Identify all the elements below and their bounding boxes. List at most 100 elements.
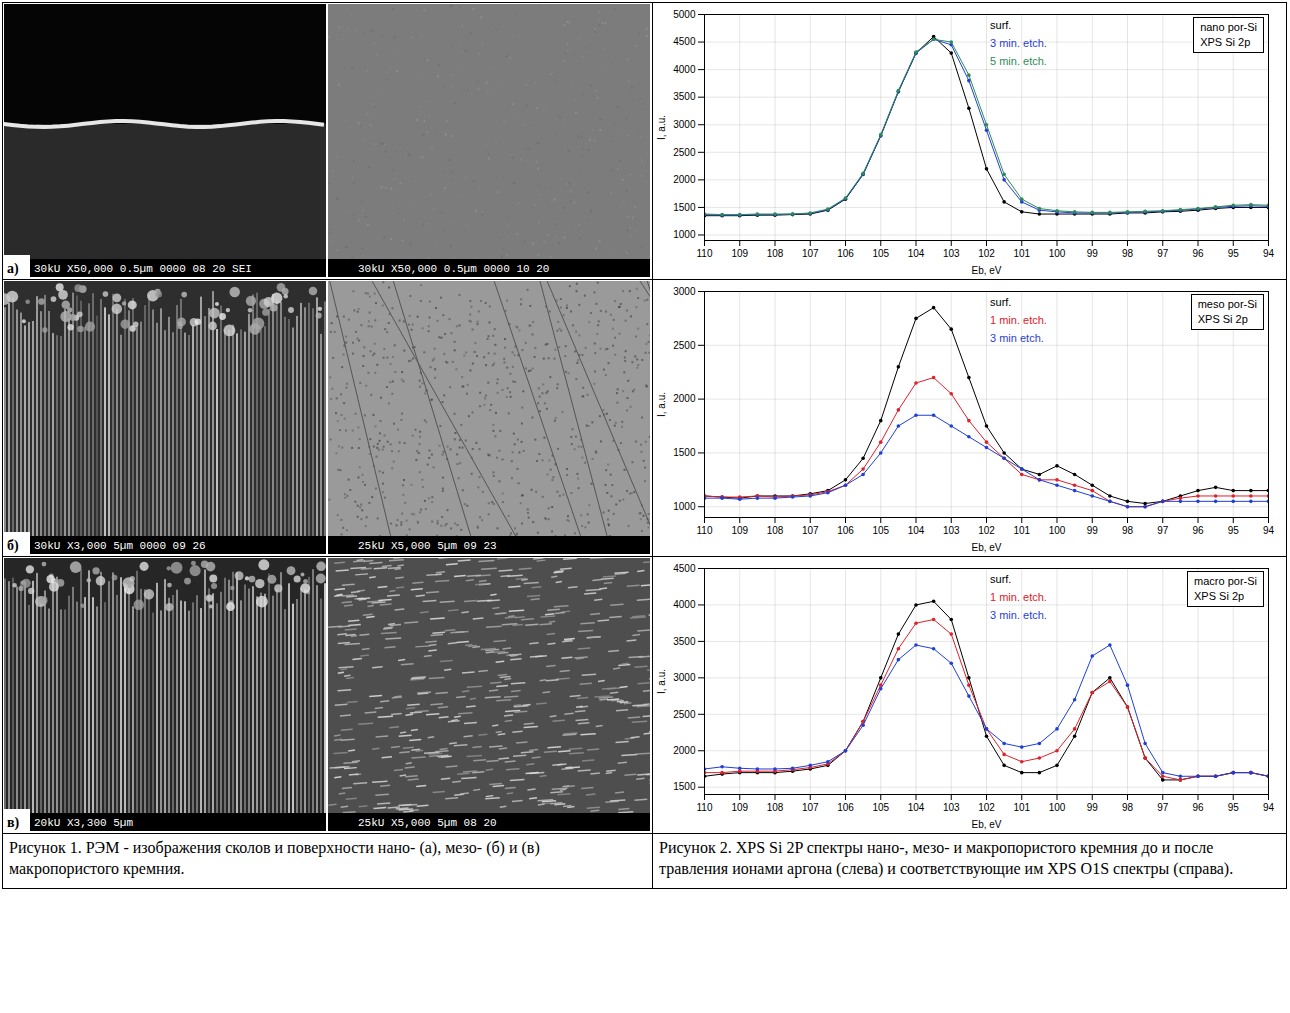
svg-text:108: 108 [767,802,784,813]
svg-text:3500: 3500 [673,91,696,102]
svg-text:94: 94 [1263,802,1275,813]
svg-text:107: 107 [802,525,819,536]
svg-text:3 min. etch.: 3 min. etch. [990,609,1047,621]
svg-text:1 min. etch.: 1 min. etch. [990,314,1047,326]
html-text:XPS Si 2p: XPS Si 2p [1197,312,1248,325]
svg-text:94: 94 [1263,248,1275,259]
svg-text:104: 104 [908,248,925,259]
html-text:XPS Si 2p: XPS Si 2p [1200,35,1251,48]
svg-text:а): а) [7,261,19,277]
svg-text:100: 100 [1049,248,1066,259]
html-text:Рисунок 1. РЭМ - изображения с: Рисунок 1. РЭМ - изображения сколов и по… [9,839,540,877]
svg-text:3000: 3000 [673,286,696,297]
svg-text:1000: 1000 [673,229,696,240]
svg-text:106: 106 [837,525,854,536]
svg-text:3000: 3000 [673,119,696,130]
svg-text:в): в) [7,815,20,831]
svg-text:surf.: surf. [990,573,1011,585]
svg-text:101: 101 [1013,248,1030,259]
svg-text:102: 102 [978,525,995,536]
svg-text:surf.: surf. [990,19,1011,31]
svg-text:Eb, eV: Eb, eV [971,265,1001,276]
svg-text:1000: 1000 [673,501,696,512]
svg-text:102: 102 [978,802,995,813]
svg-text:3000: 3000 [673,672,696,683]
svg-text:109: 109 [731,248,748,259]
svg-text:99: 99 [1087,525,1099,536]
svg-text:3500: 3500 [673,636,696,647]
svg-text:3 min etch.: 3 min etch. [990,332,1044,344]
html-text:Рисунок 2. XPS Si 2P спектры н: Рисунок 2. XPS Si 2P спектры нано-, мезо… [659,839,1234,877]
svg-text:2000: 2000 [673,745,696,756]
svg-text:109: 109 [731,802,748,813]
svg-text:5 min. etch.: 5 min. etch. [990,55,1047,67]
svg-text:Eb, eV: Eb, eV [971,542,1001,553]
svg-text:105: 105 [872,525,889,536]
svg-text:99: 99 [1087,802,1099,813]
svg-text:2500: 2500 [673,709,696,720]
svg-text:1500: 1500 [673,202,696,213]
svg-text:1500: 1500 [673,447,696,458]
svg-text:I, a.u.: I, a.u. [656,392,667,417]
svg-text:Eb, eV: Eb, eV [971,819,1001,830]
svg-text:102: 102 [978,248,995,259]
svg-text:97: 97 [1157,802,1169,813]
svg-text:107: 107 [802,248,819,259]
svg-text:105: 105 [872,802,889,813]
svg-text:20kU X3,300 5µm: 20kU X3,300 5µm [34,817,133,829]
svg-text:106: 106 [837,802,854,813]
svg-text:95: 95 [1228,248,1240,259]
svg-text:100: 100 [1049,802,1066,813]
svg-text:4000: 4000 [673,599,696,610]
svg-text:30kU X3,000 5µm 0000 09 26: 30kU X3,000 5µm 0000 09 26 [34,540,206,552]
svg-text:104: 104 [908,525,925,536]
svg-text:103: 103 [943,525,960,536]
svg-text:108: 108 [767,248,784,259]
svg-text:107: 107 [802,802,819,813]
svg-text:3 min. etch.: 3 min. etch. [990,37,1047,49]
svg-text:98: 98 [1122,248,1134,259]
svg-text:4000: 4000 [673,64,696,75]
svg-text:25kU X5,000 5µm 09 23: 25kU X5,000 5µm 09 23 [358,540,497,552]
svg-text:1 min. etch.: 1 min. etch. [990,591,1047,603]
svg-text:110: 110 [697,248,713,259]
svg-text:1500: 1500 [673,781,696,792]
svg-text:109: 109 [731,525,748,536]
svg-text:surf.: surf. [990,296,1011,308]
svg-text:96: 96 [1192,525,1204,536]
svg-text:104: 104 [908,802,925,813]
svg-text:110: 110 [697,802,713,813]
svg-text:25kU X5,000 5µm 08 20: 25kU X5,000 5µm 08 20 [358,817,497,829]
svg-text:103: 103 [943,248,960,259]
svg-text:б): б) [7,538,19,554]
svg-text:2500: 2500 [673,147,696,158]
svg-text:96: 96 [1192,802,1204,813]
svg-text:95: 95 [1228,525,1240,536]
svg-text:106: 106 [837,248,854,259]
svg-text:2000: 2000 [673,174,696,185]
svg-text:96: 96 [1192,248,1204,259]
svg-text:2000: 2000 [673,393,696,404]
svg-text:105: 105 [872,248,889,259]
svg-text:I, a.u.: I, a.u. [656,115,667,140]
svg-text:101: 101 [1013,525,1030,536]
svg-text:97: 97 [1157,248,1169,259]
svg-text:4500: 4500 [673,36,696,47]
svg-text:100: 100 [1049,525,1066,536]
svg-text:97: 97 [1157,525,1169,536]
svg-text:110: 110 [697,525,713,536]
svg-text:I, a.u.: I, a.u. [656,669,667,694]
svg-text:30kU X50,000 0.5µm 0000 08 20: 30kU X50,000 0.5µm 0000 08 20 SEI [34,263,252,275]
svg-text:5000: 5000 [673,9,696,20]
svg-text:30kU X50,000 0.5µm 0000 10 20: 30kU X50,000 0.5µm 0000 10 20 [358,263,549,275]
svg-text:2500: 2500 [673,340,696,351]
svg-text:101: 101 [1013,802,1030,813]
svg-text:108: 108 [767,525,784,536]
svg-text:99: 99 [1087,248,1099,259]
svg-text:103: 103 [943,802,960,813]
svg-text:95: 95 [1228,802,1240,813]
svg-text:4500: 4500 [673,563,696,574]
svg-text:98: 98 [1122,525,1134,536]
svg-text:98: 98 [1122,802,1134,813]
svg-text:94: 94 [1263,525,1275,536]
